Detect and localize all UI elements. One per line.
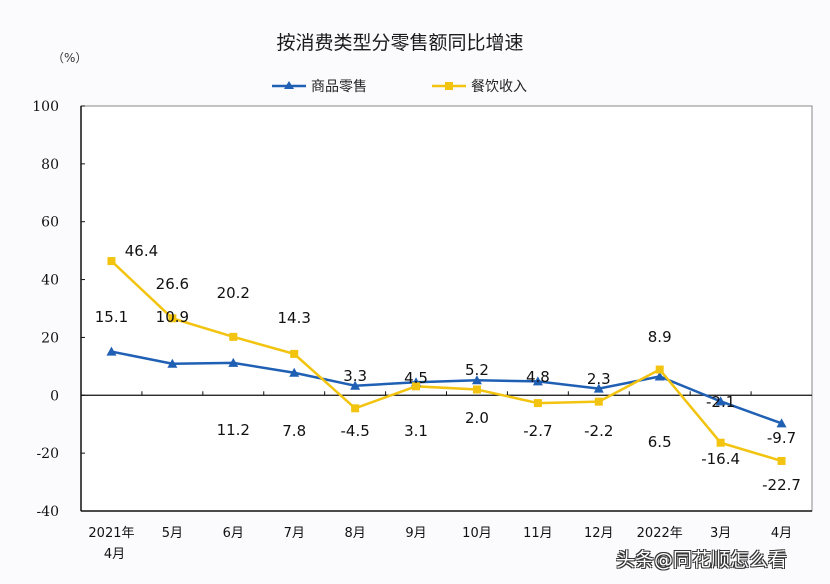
data-point-marker <box>351 404 360 413</box>
data-label: -22.7 <box>762 476 801 494</box>
data-label: 26.6 <box>156 275 189 293</box>
data-point-marker <box>716 438 725 447</box>
y-tick-label: 40 <box>41 273 59 289</box>
data-point-marker <box>471 375 482 385</box>
x-tick-label: 7月 <box>284 526 305 541</box>
data-point-marker <box>533 399 542 408</box>
y-tick-label: -40 <box>36 504 59 520</box>
data-point-marker <box>715 396 726 406</box>
x-tick-label: 2021年 <box>88 526 134 541</box>
chart-title: 按消费类型分零售额同比增速 <box>276 32 523 54</box>
data-label: 20.2 <box>217 284 250 302</box>
plot-frame <box>80 105 813 512</box>
data-point-marker <box>350 380 361 390</box>
data-label: 3.1 <box>404 422 428 440</box>
x-tick-label: 9月 <box>405 526 426 541</box>
data-label: 6.5 <box>648 433 672 451</box>
data-label: 4.8 <box>526 368 550 386</box>
legend-marker-catering <box>445 82 453 90</box>
data-label: -9.7 <box>767 429 796 447</box>
y-tick-label: -20 <box>36 446 59 462</box>
data-label: 15.1 <box>95 308 128 326</box>
data-point-marker <box>228 357 239 367</box>
data-point-marker <box>290 349 299 358</box>
data-label: -2.7 <box>523 422 552 440</box>
x-tick-label: 4月 <box>104 547 125 562</box>
data-label: 14.3 <box>278 309 311 327</box>
x-tick-label: 2022年 <box>637 526 683 541</box>
legend-marker-retail <box>284 81 294 89</box>
y-tick-label: 60 <box>41 215 59 231</box>
data-point-marker <box>655 365 664 374</box>
x-tick-label: 6月 <box>223 526 244 541</box>
x-tick-label: 10月 <box>462 526 492 541</box>
legend: 商品零售 餐饮收入 <box>272 79 527 95</box>
data-label: -16.4 <box>701 450 740 468</box>
y-tick-label: 20 <box>41 330 59 346</box>
data-label: -2.1 <box>706 393 735 411</box>
data-point-marker <box>168 314 177 323</box>
y-tick-label: 0 <box>50 388 59 404</box>
series-line-catering <box>110 260 782 463</box>
watermark: 头条@同花顺怎么看 <box>616 549 788 571</box>
data-point-marker <box>229 332 238 341</box>
data-label: 10.9 <box>156 308 189 326</box>
y-tick-label: 80 <box>41 157 59 173</box>
data-point-marker <box>412 382 421 391</box>
data-point-marker <box>593 383 604 393</box>
data-point-marker <box>289 367 300 377</box>
data-label: -4.5 <box>340 422 369 440</box>
x-tick-label: 3月 <box>710 526 731 541</box>
data-point-marker <box>777 456 786 465</box>
data-label: 4.5 <box>404 369 428 387</box>
data-label: 7.8 <box>282 422 306 440</box>
data-label: 2.0 <box>465 409 489 427</box>
data-label: 2.3 <box>587 370 611 388</box>
data-point-marker <box>654 371 665 381</box>
data-point-marker <box>472 385 481 394</box>
data-point-marker <box>107 257 116 266</box>
data-point-marker <box>776 418 787 428</box>
x-tick-label: 4月 <box>771 526 792 541</box>
x-tick-label: 11月 <box>523 526 553 541</box>
data-label: -2.2 <box>584 422 613 440</box>
data-label: 8.9 <box>648 328 672 346</box>
data-label: 11.2 <box>217 421 250 439</box>
data-label: 46.4 <box>125 242 158 260</box>
data-label: 3.3 <box>343 367 367 385</box>
x-tick-label: 5月 <box>162 526 183 541</box>
x-tick-label: 12月 <box>584 526 614 541</box>
data-point-marker <box>106 346 117 356</box>
data-point-marker <box>594 397 603 406</box>
data-label: 5.2 <box>465 361 489 379</box>
data-point-marker <box>532 376 543 386</box>
legend-label-retail: 商品零售 <box>311 79 367 95</box>
data-point-marker <box>167 358 178 368</box>
y-tick-label: 100 <box>32 99 59 115</box>
x-tick-label: 8月 <box>344 526 365 541</box>
legend-label-catering: 餐饮收入 <box>471 79 527 95</box>
y-axis-unit: （%） <box>52 51 87 65</box>
